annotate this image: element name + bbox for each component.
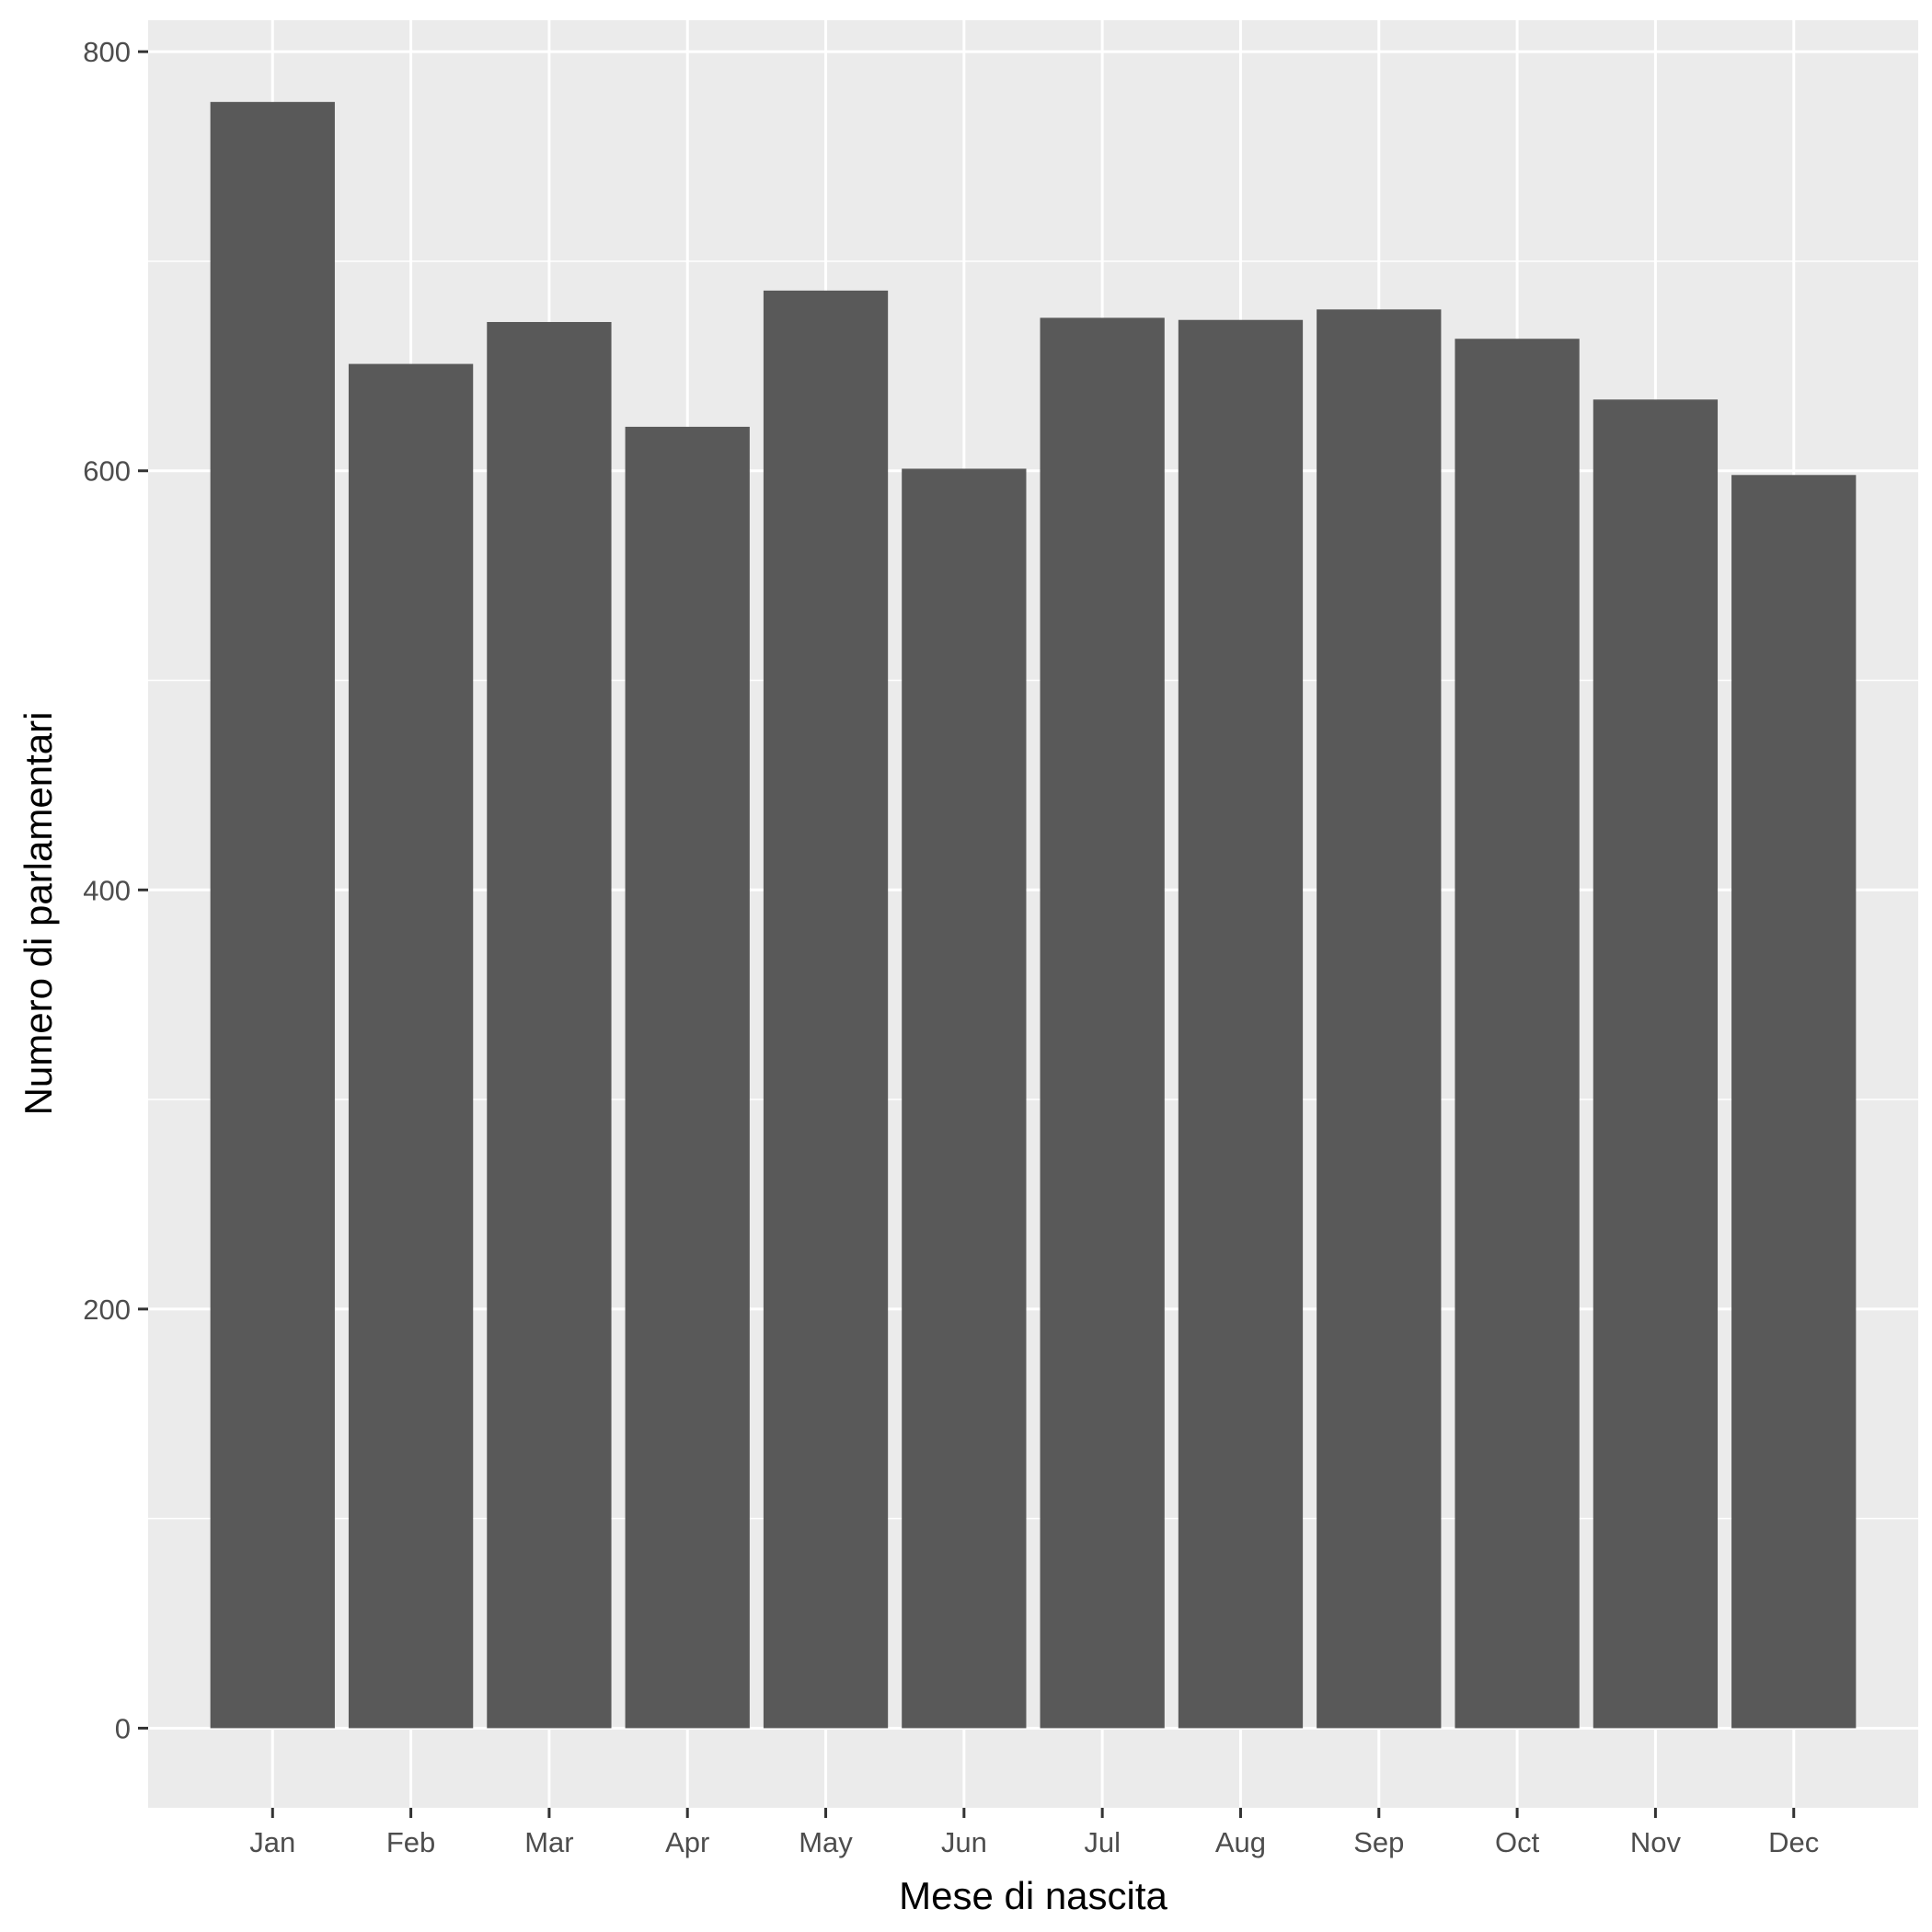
y-tick-label: 400 [83, 874, 131, 906]
bar-sep [1317, 309, 1442, 1729]
x-tick-label: Feb [386, 1826, 435, 1858]
bar-jun [902, 468, 1027, 1729]
x-tick-label: Jun [941, 1826, 987, 1858]
x-tick-label: Jan [249, 1826, 295, 1858]
x-axis-title: Mese di nascita [899, 1874, 1167, 1917]
x-tick-label: Nov [1630, 1826, 1682, 1858]
bar-feb [348, 363, 474, 1729]
bars [210, 101, 1857, 1729]
bar-dec [1731, 475, 1857, 1729]
x-tick-label: Mar [524, 1826, 573, 1858]
bar-nov [1593, 399, 1719, 1729]
bar-jul [1040, 317, 1165, 1729]
bar-jan [210, 101, 335, 1729]
bar-oct [1455, 339, 1580, 1729]
bar-mar [487, 322, 612, 1729]
x-tick-label: Oct [1495, 1826, 1540, 1858]
x-tick-label: Dec [1768, 1826, 1819, 1858]
x-tick-label: Jul [1084, 1826, 1121, 1858]
y-tick-label: 0 [115, 1712, 131, 1744]
y-axis: 0 200 400 600 800 [83, 36, 148, 1744]
y-tick-label: 800 [83, 36, 131, 68]
x-tick-label: May [799, 1826, 853, 1858]
y-tick-label: 600 [83, 455, 131, 488]
bar-aug [1178, 319, 1304, 1729]
x-tick-label: Aug [1215, 1826, 1266, 1858]
y-axis-title: Numero di parlamentari [17, 712, 60, 1116]
x-axis: Jan Feb Mar Apr May Jun Jul Aug Sep Oct Nov Dec [249, 1808, 1819, 1858]
bar-may [763, 290, 889, 1729]
y-tick-label: 200 [83, 1294, 131, 1326]
bar-apr [625, 426, 750, 1729]
x-tick-label: Apr [665, 1826, 709, 1858]
x-tick-label: Sep [1353, 1826, 1404, 1858]
